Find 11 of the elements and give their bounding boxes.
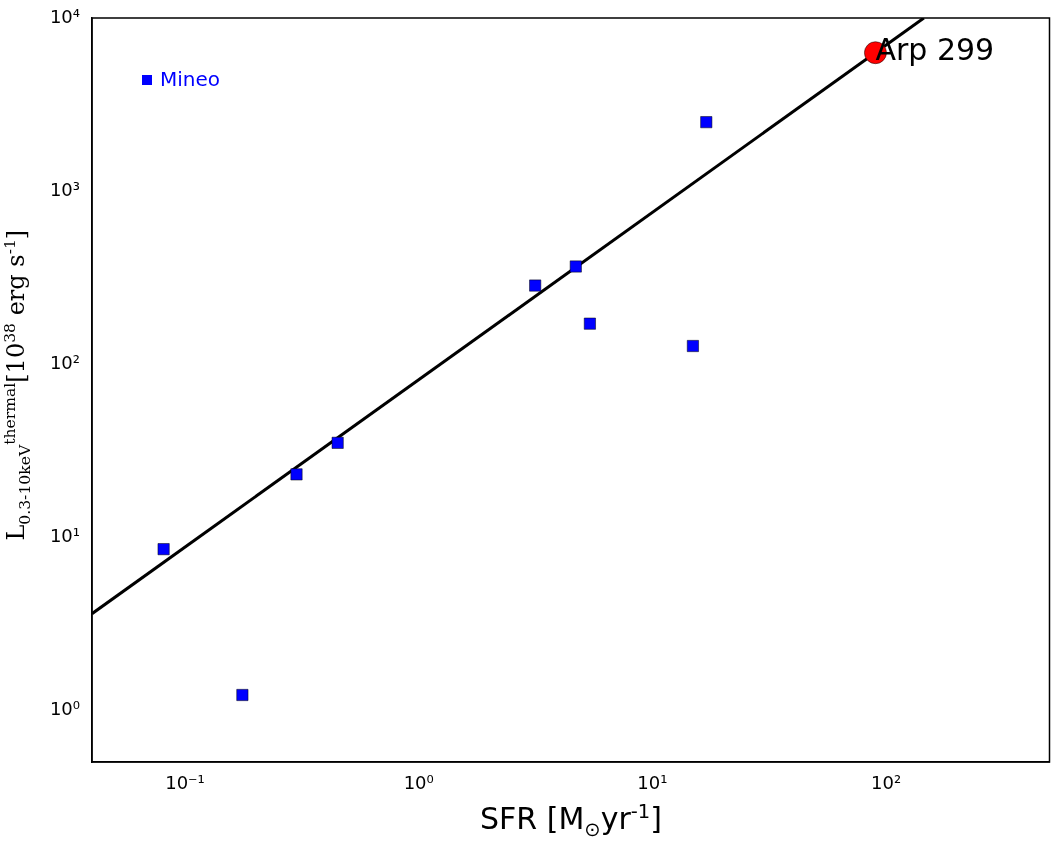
x-axis-title: SFR [M$_{⊙}$yr$^{-1}$] <box>479 800 663 841</box>
legend-label: Mineo <box>160 67 221 92</box>
y-tick-label: 10² <box>49 351 80 373</box>
x-tick-label: 10⁻¹ <box>165 772 205 794</box>
y-tick-label: 10⁰ <box>49 697 80 719</box>
x-tick-label: 10² <box>871 772 902 794</box>
x-tick-label: 10¹ <box>637 772 668 794</box>
y-tick-label: 10⁴ <box>49 5 80 27</box>
x-tick-label: 10⁰ <box>403 772 434 794</box>
y-tick-label: 10¹ <box>49 524 80 546</box>
y-tick-label: 10³ <box>49 178 80 200</box>
